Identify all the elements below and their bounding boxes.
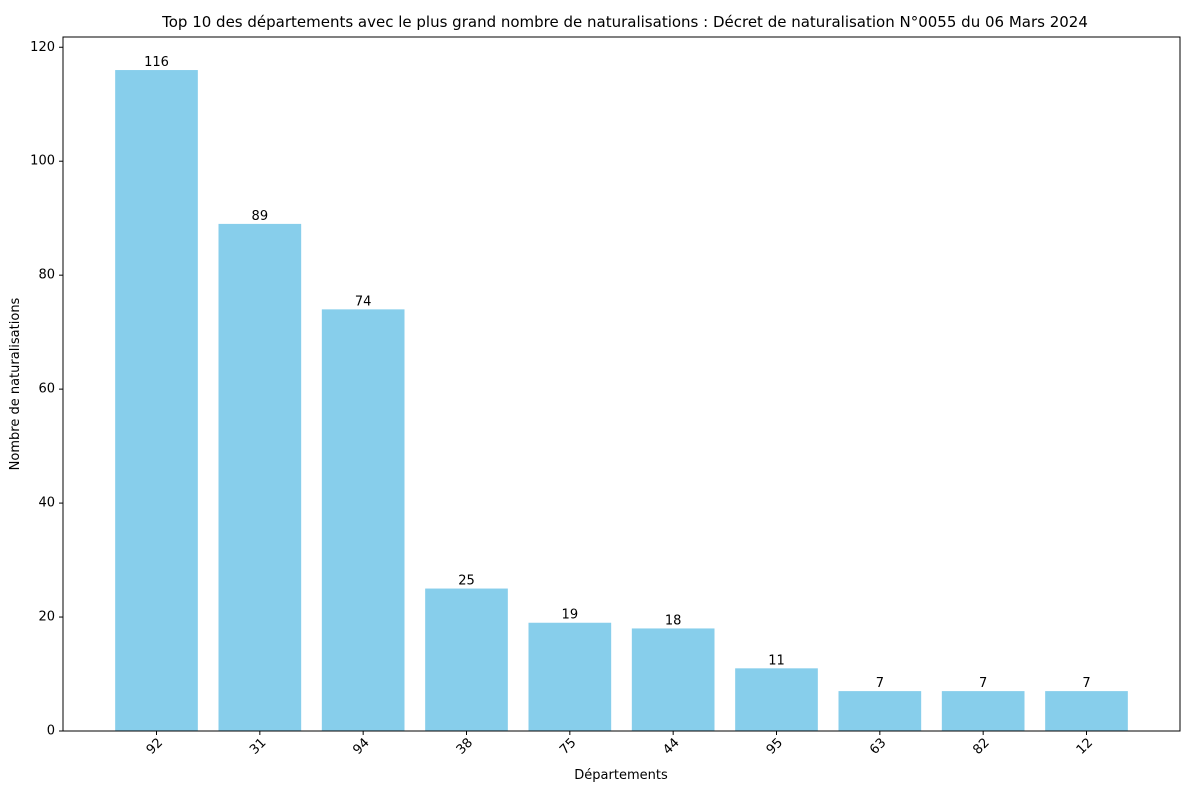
y-tick-label-20: 20 bbox=[38, 610, 55, 625]
data-label-92: 116 bbox=[144, 55, 169, 70]
plot-frame bbox=[62, 36, 1181, 732]
x-axis-label: Départements bbox=[574, 768, 668, 783]
data-label-82: 7 bbox=[979, 676, 987, 691]
data-label-95: 11 bbox=[768, 653, 785, 668]
data-label-94: 74 bbox=[355, 294, 372, 309]
x-tick-label-63: 63 bbox=[867, 735, 889, 757]
bar-31 bbox=[218, 223, 302, 731]
y-tick-label-80: 80 bbox=[38, 268, 55, 283]
data-label-31: 89 bbox=[252, 209, 269, 224]
x-tick-label-75: 75 bbox=[557, 735, 579, 757]
data-labels-group: 116 89 74 25 19 18 11 7 7 7 bbox=[144, 55, 1091, 691]
data-label-38: 25 bbox=[458, 574, 475, 589]
y-tick-label-60: 60 bbox=[38, 382, 55, 397]
data-label-63: 7 bbox=[876, 676, 884, 691]
y-tick-label-0: 0 bbox=[47, 724, 55, 739]
bar-38 bbox=[425, 588, 508, 731]
x-tick-label-95: 95 bbox=[764, 735, 786, 757]
bar-44 bbox=[631, 628, 715, 731]
y-tick-label-100: 100 bbox=[30, 154, 55, 169]
bar-95 bbox=[735, 668, 818, 731]
data-label-75: 19 bbox=[562, 608, 579, 623]
y-tick-label-40: 40 bbox=[38, 496, 55, 511]
bar-12 bbox=[1045, 691, 1128, 731]
chart-title: Top 10 des départements avec le plus gra… bbox=[161, 13, 1088, 31]
x-tick-label-38: 38 bbox=[454, 735, 476, 757]
x-tick-label-12: 12 bbox=[1074, 735, 1096, 757]
x-tick-label-82: 82 bbox=[970, 735, 992, 757]
x-axis: 92 31 94 38 75 44 95 63 82 12 bbox=[144, 731, 1096, 758]
y-axis-label: Nombre de naturalisations bbox=[8, 297, 23, 470]
bar-75 bbox=[528, 622, 612, 731]
data-label-44: 18 bbox=[665, 613, 682, 628]
x-tick-label-94: 94 bbox=[350, 735, 372, 757]
bar-63 bbox=[838, 691, 922, 731]
x-tick-label-44: 44 bbox=[660, 735, 682, 757]
bar-92 bbox=[115, 70, 198, 732]
bars-group bbox=[115, 70, 1128, 732]
x-tick-label-31: 31 bbox=[247, 735, 269, 757]
bar-94 bbox=[321, 309, 405, 731]
x-tick-label-92: 92 bbox=[144, 735, 166, 757]
data-label-12: 7 bbox=[1082, 676, 1090, 691]
bar-82 bbox=[941, 691, 1025, 731]
y-axis: 0 20 40 60 80 100 120 bbox=[30, 40, 63, 739]
y-tick-label-120: 120 bbox=[30, 40, 55, 55]
